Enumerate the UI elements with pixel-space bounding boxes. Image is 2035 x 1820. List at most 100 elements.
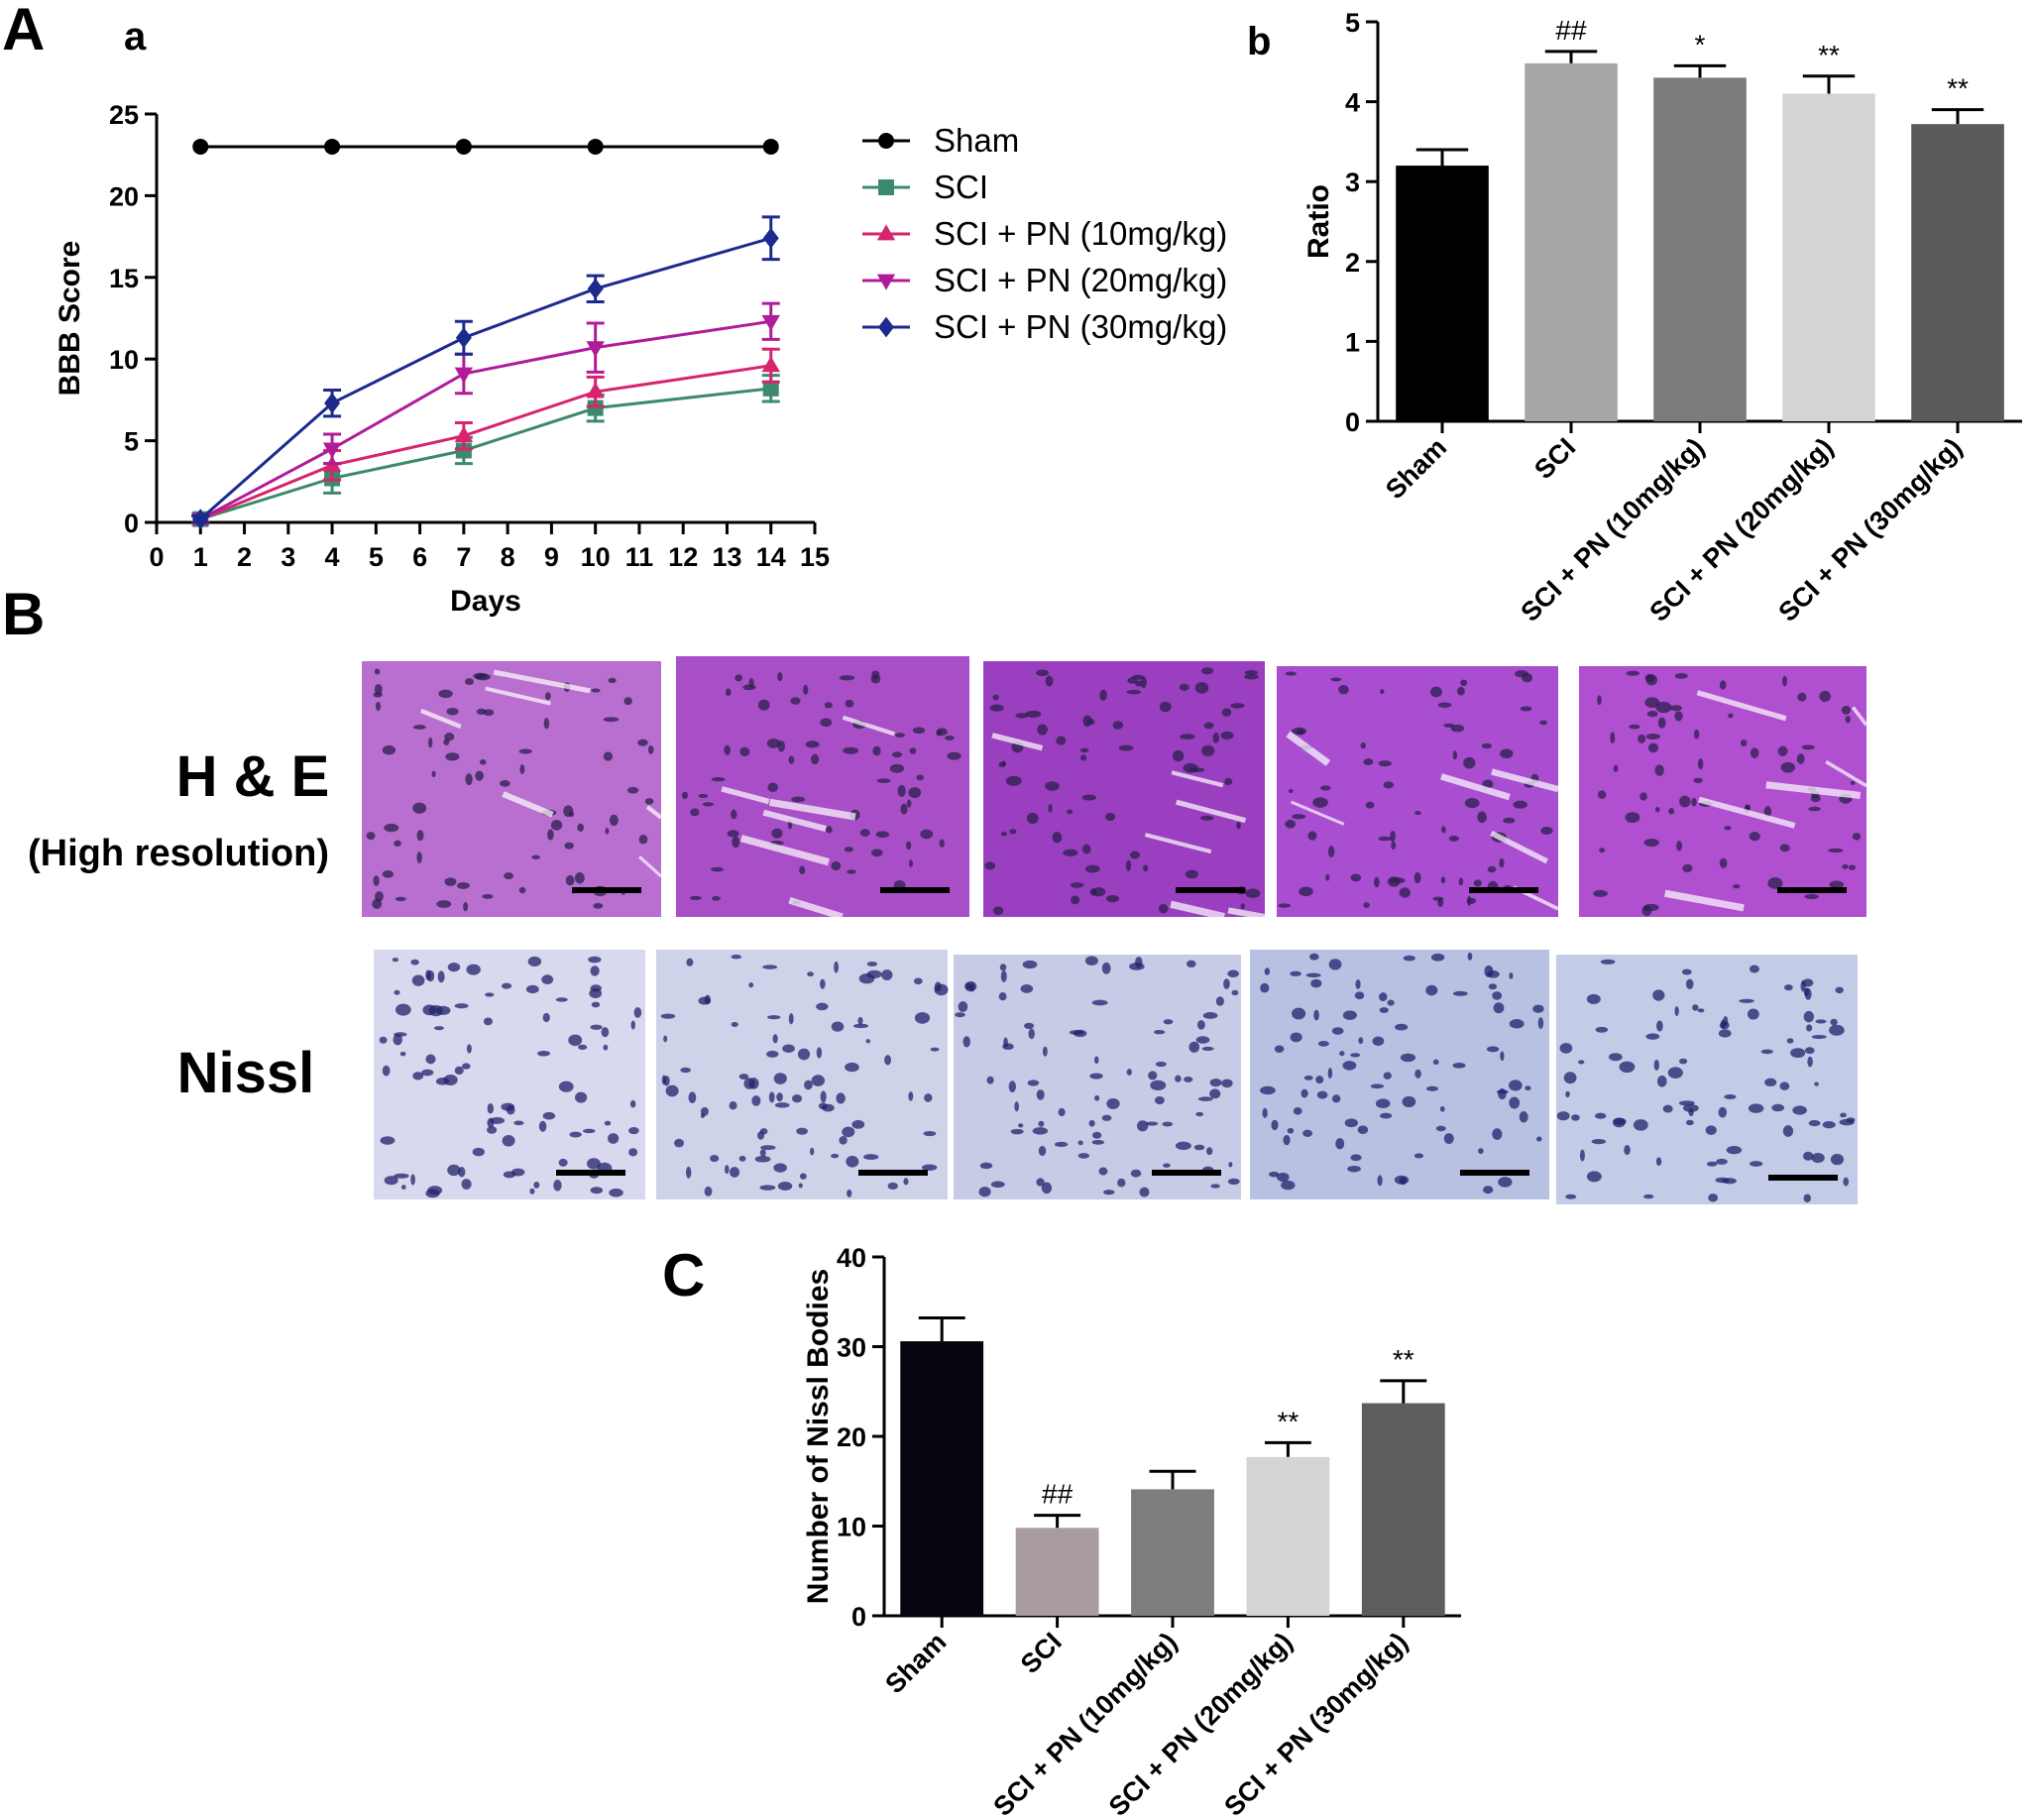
scale-bar [1777, 887, 1847, 893]
cell-nucleus [851, 1119, 865, 1129]
y-tick-label: 10 [109, 345, 139, 375]
cell-nucleus [1056, 736, 1067, 745]
cell-nucleus [1038, 1146, 1047, 1157]
x-tick-label: 2 [237, 542, 252, 572]
cell-nucleus [831, 1153, 840, 1159]
cell-nucleus [729, 1167, 740, 1178]
cell-nucleus [1380, 688, 1385, 695]
cell-nucleus [482, 893, 494, 899]
x-tick-label: 9 [544, 542, 559, 572]
he-row-label: H & E [176, 744, 330, 809]
cell-nucleus [1600, 959, 1616, 965]
cell-nucleus [1244, 669, 1258, 676]
cell-nucleus [1706, 1161, 1718, 1167]
cell-nucleus [444, 733, 455, 741]
cell-nucleus [590, 966, 600, 976]
cell-nucleus [1429, 686, 1443, 698]
cell-nucleus [1638, 734, 1646, 743]
tissue-gap [1664, 889, 1745, 912]
cell-nucleus [1293, 1106, 1302, 1115]
data-point [322, 442, 342, 459]
significance-marker: ** [1818, 40, 1840, 70]
cell-nucleus [1482, 779, 1494, 789]
cell-nucleus [466, 964, 481, 975]
cell-nucleus [751, 1095, 761, 1106]
cell-nucleus [774, 1102, 790, 1108]
cell-nucleus [628, 1148, 638, 1157]
tissue-gap [1176, 799, 1247, 824]
bar [1131, 1489, 1214, 1616]
cell-nucleus [803, 684, 809, 696]
cell-nucleus [1221, 708, 1232, 717]
cell-nucleus [1782, 675, 1787, 687]
cell-nucleus [986, 1076, 994, 1084]
x-tick-label: 13 [712, 542, 741, 572]
panel-label-A: A [2, 0, 45, 62]
nissl-image-2 [656, 950, 949, 1199]
cell-nucleus [1399, 887, 1411, 898]
data-point [454, 426, 474, 443]
scale-bar [880, 887, 950, 893]
cell-nucleus [1391, 841, 1397, 851]
x-tick-label: 14 [756, 542, 786, 572]
cell-nucleus [845, 699, 854, 708]
x-tick-label: 1 [193, 542, 208, 572]
cell-nucleus [1024, 1022, 1035, 1029]
cell-nucleus [1045, 781, 1060, 791]
nissl-image-background [1556, 955, 1858, 1204]
cell-nucleus [1641, 905, 1652, 917]
cell-nucleus [1500, 748, 1514, 759]
cell-nucleus [930, 1047, 940, 1052]
cell-nucleus [998, 992, 1007, 1001]
cell-nucleus [1130, 1169, 1142, 1178]
tissue-gap [842, 715, 895, 737]
cell-nucleus [1800, 979, 1806, 992]
cell-nucleus [475, 770, 484, 781]
cell-nucleus [729, 1101, 737, 1110]
cell-nucleus [372, 898, 383, 909]
cell-nucleus [1586, 993, 1601, 1004]
cell-nucleus [1493, 1002, 1505, 1014]
cell-nucleus [831, 860, 842, 871]
cell-nucleus [866, 969, 882, 978]
cell-nucleus [1674, 711, 1683, 722]
cell-nucleus [1079, 754, 1087, 761]
cell-nucleus [1063, 849, 1078, 856]
histology-panel: H & E (High resolution) Nissl [28, 656, 1868, 1204]
cell-nucleus [660, 1013, 676, 1019]
cell-nucleus [1357, 1125, 1369, 1134]
cell-nucleus [394, 989, 400, 995]
cell-nucleus [1118, 744, 1134, 751]
cell-nucleus [1025, 710, 1042, 718]
cell-nucleus [1719, 857, 1728, 868]
cell-nucleus [990, 1181, 1005, 1189]
cell-nucleus [1045, 675, 1054, 687]
cell-nucleus [1697, 758, 1704, 770]
cell-nucleus [1806, 1024, 1813, 1032]
cell-nucleus [1644, 697, 1660, 709]
cell-nucleus [1150, 1080, 1167, 1091]
legend-label: SCI + PN (20mg/kg) [934, 262, 1227, 298]
cell-nucleus [1094, 1056, 1099, 1065]
cell-nucleus [473, 672, 488, 680]
cell-nucleus [462, 1063, 471, 1070]
cell-nucleus [1577, 1060, 1585, 1065]
cell-nucleus [547, 829, 554, 841]
cell-nucleus [777, 671, 783, 682]
cell-nucleus [1036, 1178, 1045, 1187]
cell-nucleus [435, 1078, 450, 1085]
cell-nucleus [1196, 1020, 1205, 1030]
cell-nucleus [776, 1092, 783, 1102]
cell-nucleus [797, 1048, 811, 1061]
cell-nucleus [674, 1138, 685, 1148]
cell-nucleus [623, 697, 632, 706]
cell-nucleus [1432, 1059, 1439, 1066]
cell-nucleus [569, 1131, 582, 1138]
scale-bar [1469, 887, 1538, 893]
cell-nucleus [661, 1075, 667, 1085]
cell-nucleus [1460, 679, 1468, 687]
data-point [192, 509, 209, 530]
cell-nucleus [1005, 775, 1022, 786]
cell-nucleus [964, 980, 977, 992]
cell-nucleus [955, 1012, 965, 1018]
